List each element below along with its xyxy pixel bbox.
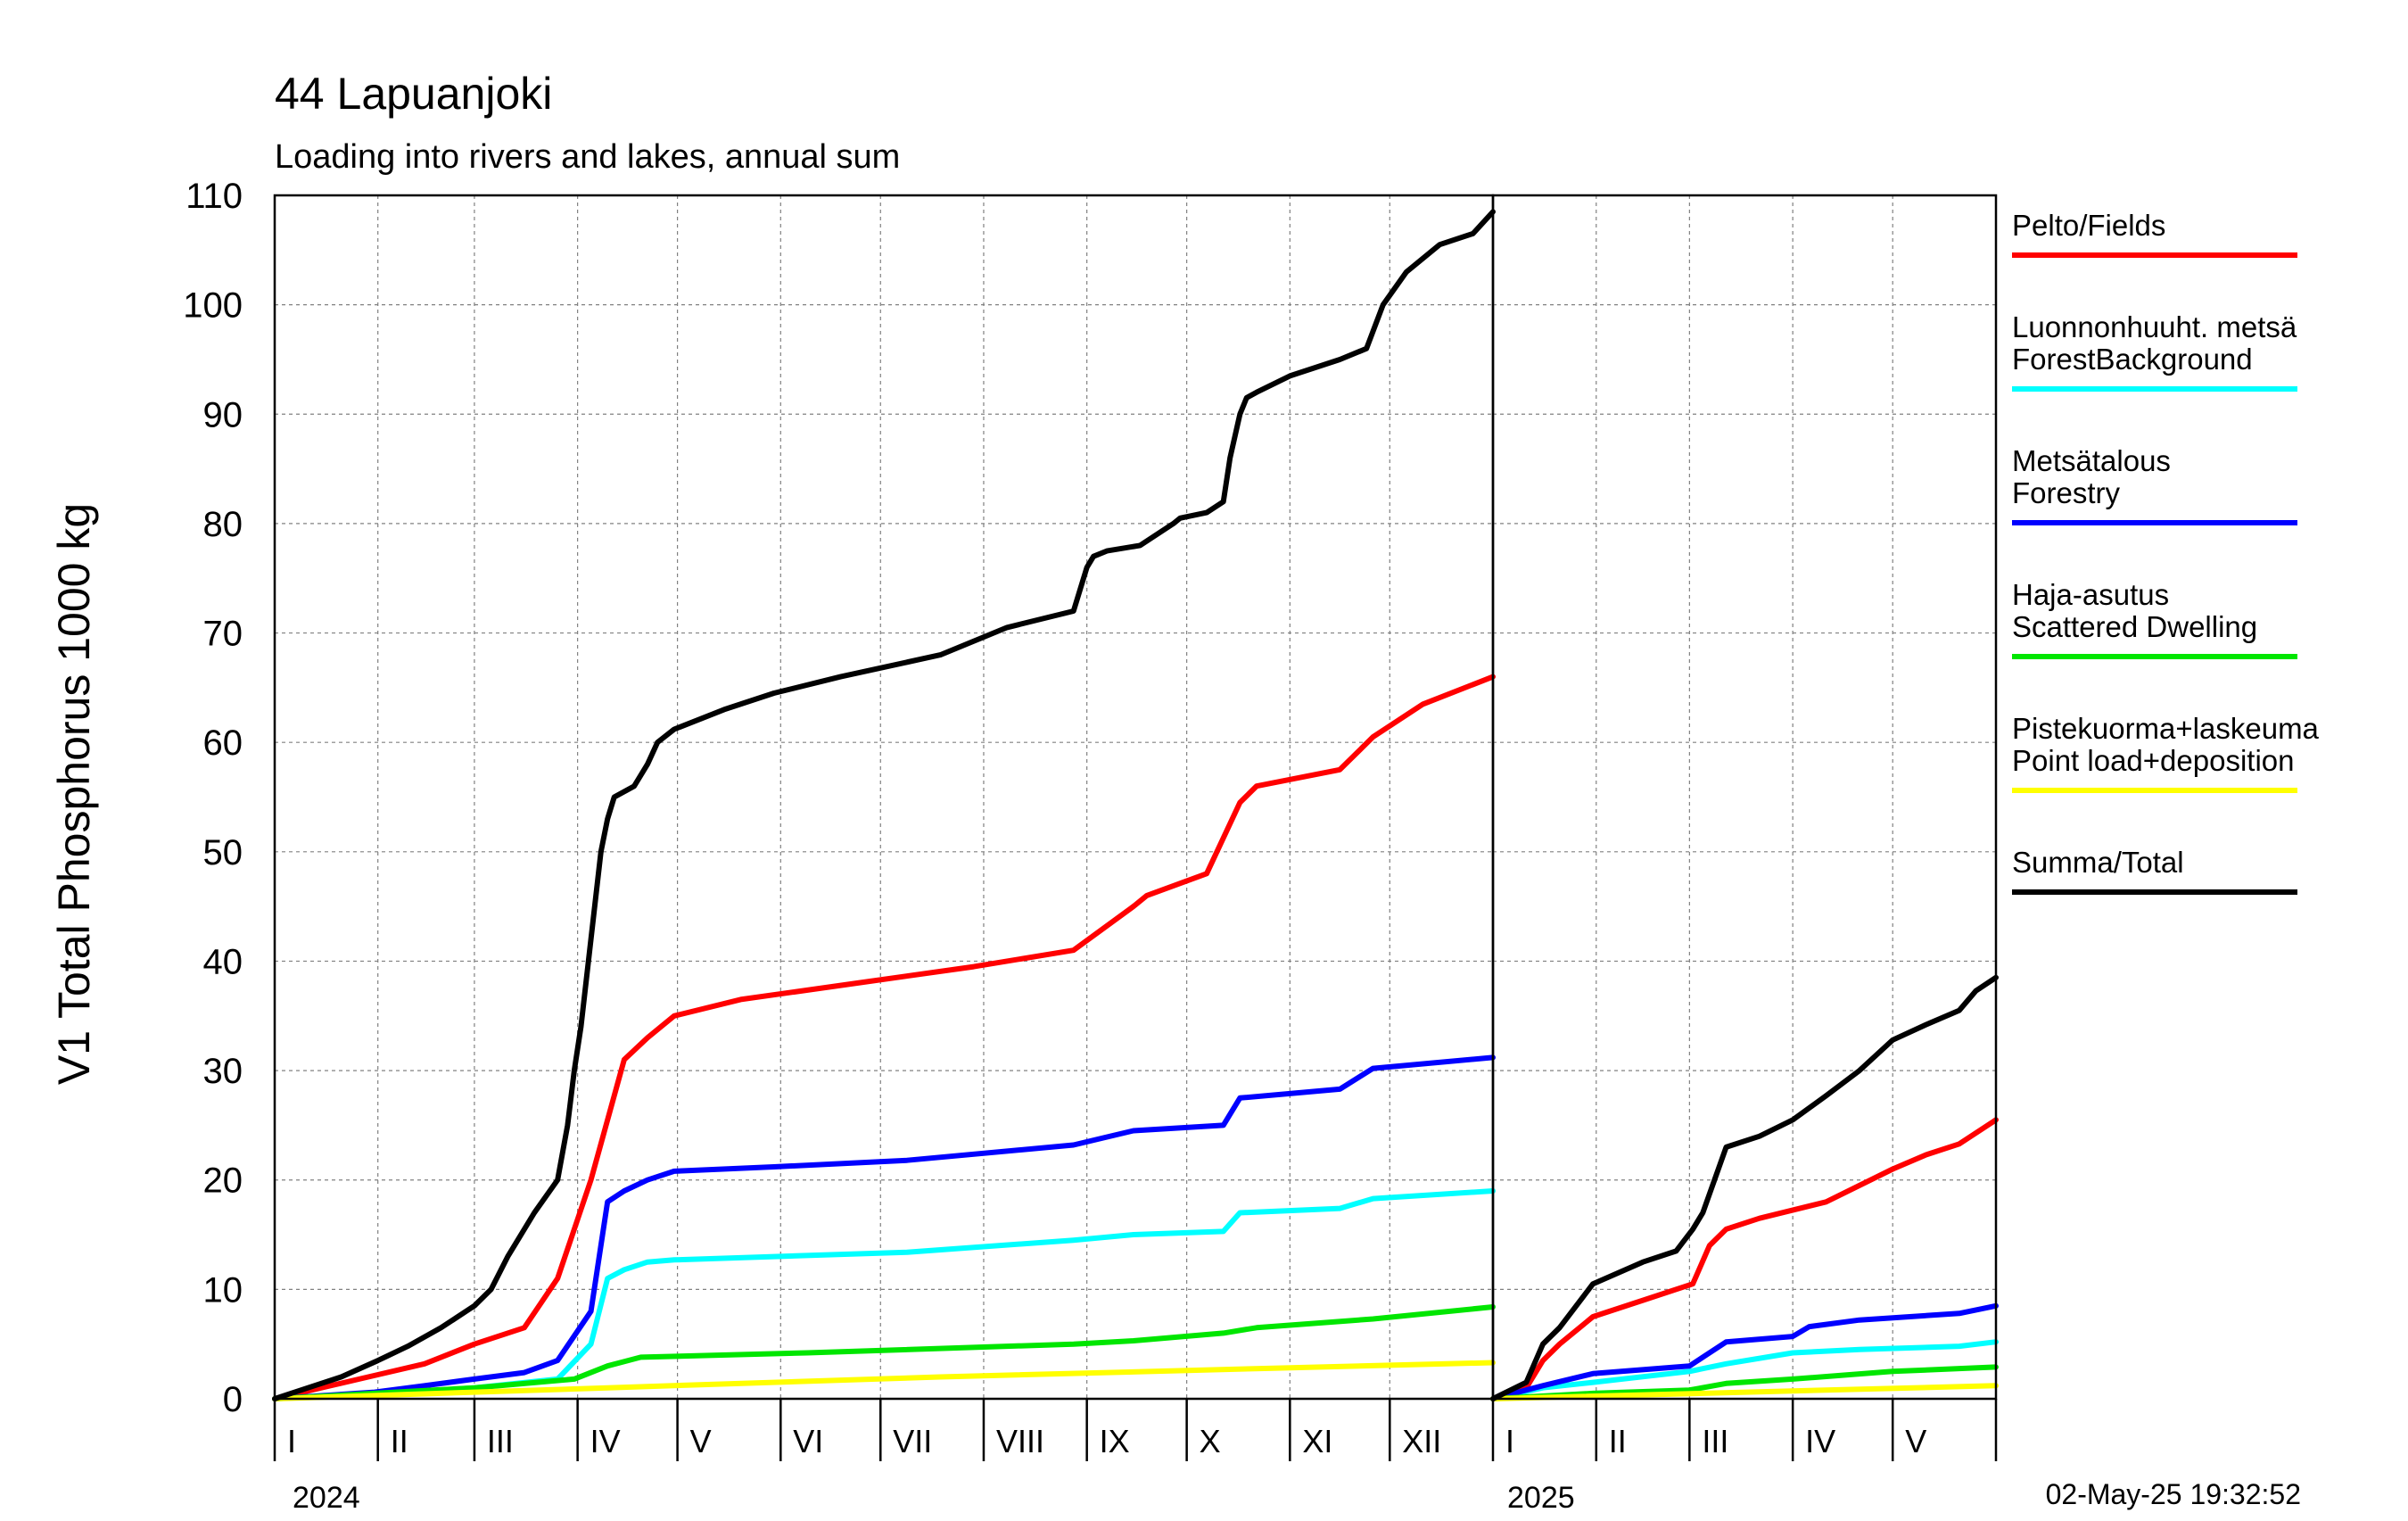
chart-subtitle: Loading into rivers and lakes, annual su… (275, 138, 900, 176)
y-tick-label: 40 (203, 942, 243, 981)
panel-2025: I II III IV V 2025 (1490, 194, 1999, 1515)
month-label: VIII (996, 1423, 1044, 1459)
series-line-fields-2025 (1490, 1117, 1999, 1401)
panel-2024: I II III IV V VI VII VIII IX X XI XII 2024 (272, 194, 1496, 1515)
month-label: I (287, 1423, 296, 1459)
series-line-scattered_dwelling-2025 (1490, 1364, 1999, 1401)
legend: Pelto/Fields Luonnonhuuht. metsäForestBac… (2012, 209, 2320, 895)
month-label: V (690, 1423, 712, 1459)
month-label: VII (893, 1423, 932, 1459)
legend-label: Metsätalous (2012, 444, 2171, 477)
series-line-fields-2024 (272, 674, 1496, 1401)
month-label: I (1505, 1423, 1514, 1459)
y-tick-labels: 0 10 20 30 40 50 60 70 80 90 100 110 (183, 177, 243, 1419)
y-tick-label: 30 (203, 1052, 243, 1091)
y-tick-label: 10 (203, 1270, 243, 1310)
y-tick-label: 80 (203, 505, 243, 544)
legend-label: Pelto/Fields (2012, 209, 2165, 242)
month-label: XI (1302, 1423, 1332, 1459)
legend-label: Pistekuorma+laskeuma (2012, 712, 2320, 745)
timestamp: 02-May-25 19:32:52 (2046, 1478, 2301, 1510)
chart-title: 44 Lapuanjoki (275, 69, 552, 119)
legend-label: ForestBackground (2012, 343, 2253, 376)
year-label-2024: 2024 (293, 1481, 360, 1515)
legend-label: Forestry (2012, 476, 2121, 509)
y-tick-label: 20 (203, 1161, 243, 1201)
y-axis-label: V1 Total Phosphorus 1000 kg (49, 503, 99, 1085)
y-tick-label: 90 (203, 395, 243, 434)
legend-label: Summa/Total (2012, 846, 2184, 879)
y-tick-label: 70 (203, 615, 243, 654)
legend-label: Haja-asutus (2012, 578, 2169, 611)
legend-label: Scattered Dwelling (2012, 610, 2257, 643)
month-label: VI (793, 1423, 823, 1459)
series-line-forestry-2025 (1490, 1302, 1999, 1401)
series-line-forestry-2024 (272, 1054, 1496, 1401)
series-line-point_load-2024 (272, 1360, 1496, 1401)
month-label: V (1905, 1423, 1926, 1459)
year-label-2025: 2025 (1507, 1481, 1575, 1515)
panel-2025-frame (1491, 194, 1998, 1401)
month-label: X (1200, 1423, 1221, 1459)
month-label: II (1609, 1423, 1627, 1459)
month-label: II (391, 1423, 408, 1459)
legend-label: Point load+deposition (2012, 744, 2295, 777)
month-label: IX (1100, 1423, 1130, 1459)
month-label: IV (1805, 1423, 1835, 1459)
panel-2024-frame (273, 194, 1495, 1401)
month-label: III (487, 1423, 514, 1459)
series-line-total-2024 (272, 209, 1496, 1401)
y-tick-label: 110 (186, 177, 243, 216)
y-tick-label: 100 (183, 286, 243, 326)
series-line-forest_background-2025 (1490, 1339, 1999, 1401)
month-label: XII (1402, 1423, 1441, 1459)
y-tick-label: 0 (223, 1380, 243, 1419)
legend-item-fields: Pelto/Fields (2012, 209, 2297, 258)
legend-item-total: Summa/Total (2012, 846, 2297, 895)
series-line-point_load-2025 (1490, 1383, 1999, 1401)
series-line-total-2025 (1490, 974, 1999, 1401)
legend-label: Luonnonhuuht. metsä (2012, 310, 2297, 343)
y-tick-label: 60 (203, 723, 243, 763)
series-line-scattered_dwelling-2024 (272, 1304, 1496, 1401)
month-label: IV (590, 1423, 621, 1459)
month-label: III (1702, 1423, 1728, 1459)
y-tick-label: 50 (203, 833, 243, 872)
